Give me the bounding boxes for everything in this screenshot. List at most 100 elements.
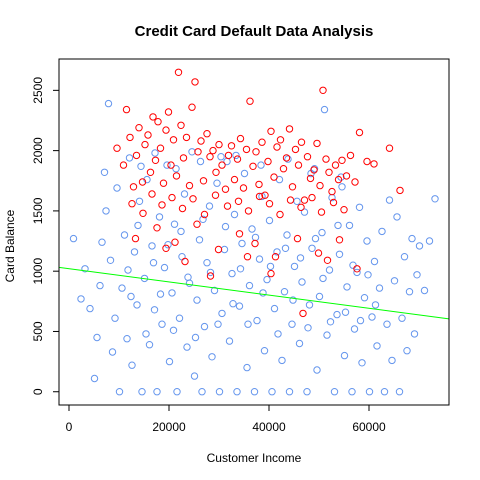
data-point (151, 156, 160, 165)
data-point (206, 153, 214, 161)
data-point (139, 209, 147, 218)
x-axis-label: Customer Income (207, 451, 302, 465)
data-point (322, 155, 330, 163)
data-point (294, 161, 303, 169)
data-point (297, 203, 305, 212)
data-point (284, 155, 292, 163)
data-point (317, 208, 326, 216)
data-point (305, 301, 314, 309)
data-point (263, 275, 271, 284)
data-point (255, 255, 264, 263)
data-point (329, 198, 338, 207)
data-point (395, 388, 404, 396)
data-point (370, 160, 378, 168)
plot-frame (58, 58, 450, 406)
data-point (135, 124, 143, 132)
data-point (291, 145, 300, 154)
data-point (293, 234, 302, 243)
data-point (236, 134, 245, 143)
data-point (244, 207, 253, 215)
data-point (221, 185, 230, 193)
data-point (113, 144, 121, 152)
data-point (319, 86, 327, 95)
data-point (408, 234, 416, 243)
data-point (325, 168, 333, 177)
data-point (155, 213, 164, 221)
data-point (239, 184, 248, 192)
data-point (316, 181, 324, 190)
data-point (214, 320, 222, 328)
data-point (86, 304, 94, 313)
data-point (306, 174, 315, 183)
data-point (425, 237, 434, 245)
data-point (189, 195, 197, 203)
data-point (205, 202, 214, 210)
data-point (162, 244, 170, 253)
data-point (165, 357, 174, 366)
data-point (227, 142, 236, 150)
data-point (348, 388, 356, 396)
data-point (171, 238, 179, 246)
series-1 (113, 68, 404, 318)
data-point (364, 271, 372, 279)
data-point (111, 314, 119, 322)
data-point (343, 283, 351, 291)
data-point (268, 388, 276, 396)
data-point (224, 151, 233, 160)
data-point (173, 388, 181, 396)
data-point (183, 343, 191, 351)
data-point (169, 326, 178, 334)
data-point (252, 148, 260, 156)
data-point (164, 241, 172, 249)
data-point (215, 140, 223, 149)
data-point (242, 145, 251, 154)
data-point (338, 156, 346, 165)
data-point (365, 388, 374, 396)
data-point (335, 236, 344, 244)
data-point (308, 244, 316, 253)
data-point (177, 121, 185, 130)
data-point (191, 78, 199, 86)
data-point (276, 210, 284, 219)
y-tick-label: 500 (31, 321, 45, 341)
data-point (160, 263, 169, 272)
data-point (311, 234, 320, 243)
data-point (350, 325, 359, 333)
data-point (135, 197, 144, 206)
data-point (396, 186, 404, 195)
y-tick-label: 1500 (31, 197, 45, 224)
data-point (360, 294, 369, 302)
data-point (128, 361, 136, 369)
data-point (248, 225, 256, 233)
data-point (299, 309, 307, 318)
data-point (356, 316, 365, 325)
x-axis: 0 20000 40000 60000 (66, 405, 386, 434)
data-point (375, 284, 384, 292)
data-point (162, 126, 170, 134)
data-point (270, 173, 278, 181)
data-point (169, 136, 178, 144)
data-point (225, 337, 234, 345)
data-point (296, 254, 305, 262)
data-point (265, 200, 274, 208)
data-point (274, 330, 282, 338)
data-point (255, 192, 264, 201)
data-point (218, 309, 226, 318)
data-point (170, 220, 179, 228)
data-point (314, 249, 323, 257)
data-point (378, 227, 386, 236)
data-point (303, 388, 311, 396)
data-point (156, 290, 165, 298)
data-point (283, 231, 291, 239)
data-point (300, 208, 309, 216)
data-point (264, 157, 272, 166)
data-point (265, 216, 274, 225)
data-point (340, 206, 348, 214)
data-point (385, 196, 394, 204)
data-point (197, 137, 205, 145)
data-point (175, 314, 184, 322)
data-point (148, 190, 156, 198)
data-point (271, 253, 280, 261)
data-point (398, 314, 406, 322)
data-point (310, 166, 318, 174)
